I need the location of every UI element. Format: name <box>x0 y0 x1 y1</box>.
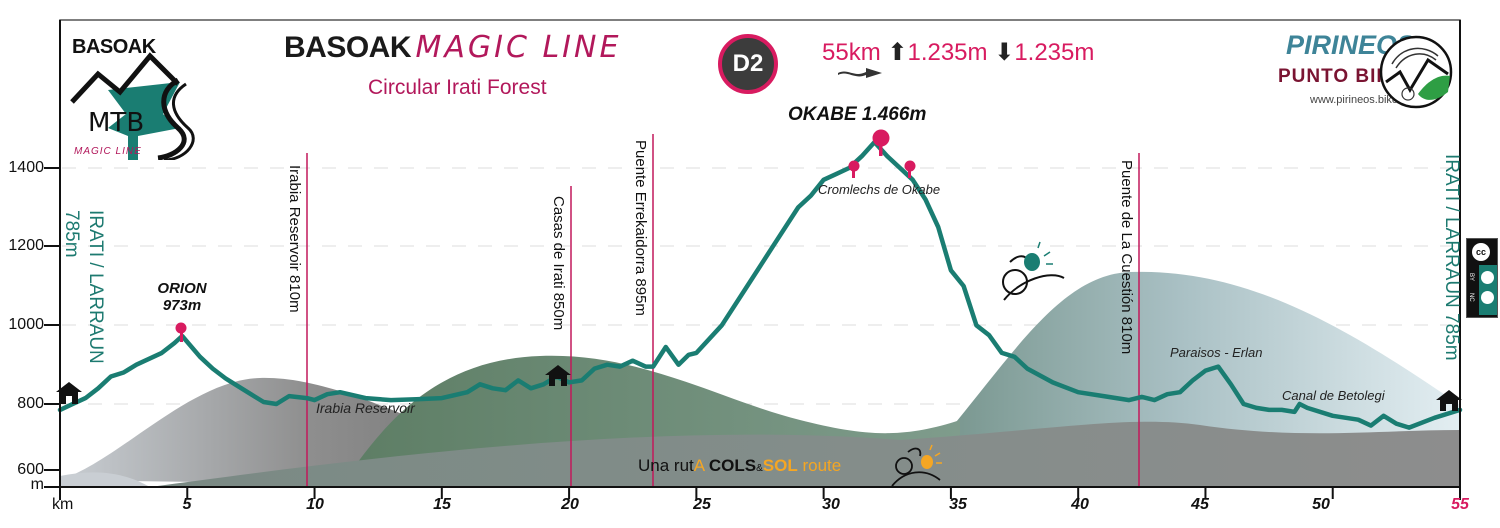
pirineos-subtitle: PUNTO BIKE <box>1278 66 1405 87</box>
logo-magic-line-text: MAGIC LINE <box>74 146 142 157</box>
logo-basoak-text: BASOAK <box>72 36 156 58</box>
x-tick-20: 20 <box>561 496 579 513</box>
x-tick-5: 5 <box>182 496 192 513</box>
descent-value: 1.235m <box>1014 39 1095 66</box>
irabia-reservoir-label: Irabia Reservoir <box>316 400 415 416</box>
ascent-arrow-icon: ⬆ <box>887 39 908 66</box>
x-axis-unit: km <box>52 496 74 513</box>
descent-arrow-icon: ⬇ <box>994 39 1015 66</box>
waypoint-lines <box>306 134 1140 487</box>
start-label-name: IRATI / LARRAUN <box>85 210 106 364</box>
y-tick-800: 800 <box>17 395 44 412</box>
x-tick-15: 15 <box>433 496 451 513</box>
tagline-suffix: route <box>802 456 842 475</box>
hill-lightbase <box>60 472 150 487</box>
basoak-logo: BASOAK MTB MAGIC LINE <box>68 32 208 160</box>
elevation-line <box>57 139 1463 430</box>
paraisos-erlan-label: Paraisos - Erlan <box>1170 345 1263 360</box>
x-tick-45: 45 <box>1191 496 1209 513</box>
x-tick-35: 35 <box>949 496 967 513</box>
basoak-logo-graphic <box>70 52 195 160</box>
title-bold: BASOAK <box>284 31 412 64</box>
nc-icon <box>1481 291 1494 304</box>
irabia-reservoir-waypoint: Irabia Reservoir 810m <box>286 165 303 313</box>
subtitle: Circular Irati Forest <box>368 76 547 99</box>
x-tick-10: 10 <box>306 496 324 513</box>
y-tick-1200: 1200 <box>8 237 44 254</box>
distance-value: 55km <box>822 39 881 66</box>
y-tick-1400: 1400 <box>8 159 44 176</box>
by-icon <box>1481 271 1494 284</box>
logo-mtb-text: MTB <box>88 108 145 138</box>
orion-name: ORION <box>157 280 207 297</box>
hill-grey-bottom <box>150 421 1460 487</box>
casas-de-irati-waypoint: Casas de Irati 850m <box>550 196 567 331</box>
x-tick-40: 40 <box>1071 496 1089 513</box>
sun-cyclist-icon <box>891 444 942 487</box>
page-title: BASOAK MAGIC LINE <box>284 30 621 65</box>
hut-icons <box>56 365 1462 411</box>
y-tick-1000: 1000 <box>8 316 44 333</box>
tagline-a: A <box>693 456 705 475</box>
canal-betolegi-label: Canal de Betolegi <box>1282 388 1385 403</box>
puente-cuestion-waypoint: Puente de La Cuestión 810m <box>1118 160 1135 355</box>
route-stats: 55km ⬆1.235m ⬇1.235m <box>822 38 1094 67</box>
pirineos-url: www.pirineos.bike <box>1310 94 1399 106</box>
orion-elevation: 973m <box>162 297 202 314</box>
x-tick-30: 30 <box>822 496 840 513</box>
creative-commons-badge[interactable]: cc BY NC <box>1466 238 1498 318</box>
license-nc-label: NC <box>1468 293 1474 302</box>
cromlechs-label: Cromlechs de Okabe <box>818 182 941 197</box>
x-axis-ticks <box>186 487 1461 499</box>
x-tick-25: 25 <box>693 496 711 513</box>
cc-icon: cc <box>1472 243 1490 261</box>
axis-ticks <box>44 20 1461 500</box>
okabe-peak-label: OKABE 1.466m <box>788 104 927 125</box>
x-tick-55: 55 <box>1451 496 1469 513</box>
distance-arrow-icon <box>838 68 882 78</box>
route-tagline: Una rutA COLS&SOL route <box>638 456 841 476</box>
title-script: MAGIC LINE <box>415 30 622 65</box>
stage-badge: D2 <box>718 34 778 94</box>
tagline-sol: SOL <box>762 456 798 475</box>
y-axis-unit: m <box>30 476 44 493</box>
peak-markers <box>175 129 916 342</box>
orion-peak-label: ORION 973m <box>144 280 220 314</box>
cyclist-icon <box>1002 241 1065 301</box>
license-by-label: BY <box>1468 273 1474 282</box>
pirineos-emblem-icon <box>1379 35 1453 109</box>
tagline-prefix: Una rut <box>638 456 694 475</box>
x-tick-50: 50 <box>1312 496 1330 513</box>
y-tick-600: 600 <box>17 461 44 478</box>
tagline-cols: COLS <box>708 456 757 475</box>
ascent-value: 1.235m <box>907 39 988 66</box>
finish-label: IRATI / LARRAUN 785m <box>1441 154 1462 361</box>
tagline-amp: & <box>756 463 763 474</box>
puente-errekaidorra-waypoint: Puente Errekaidorra 895m <box>632 140 649 316</box>
start-label-elevation: 785m <box>61 210 82 258</box>
